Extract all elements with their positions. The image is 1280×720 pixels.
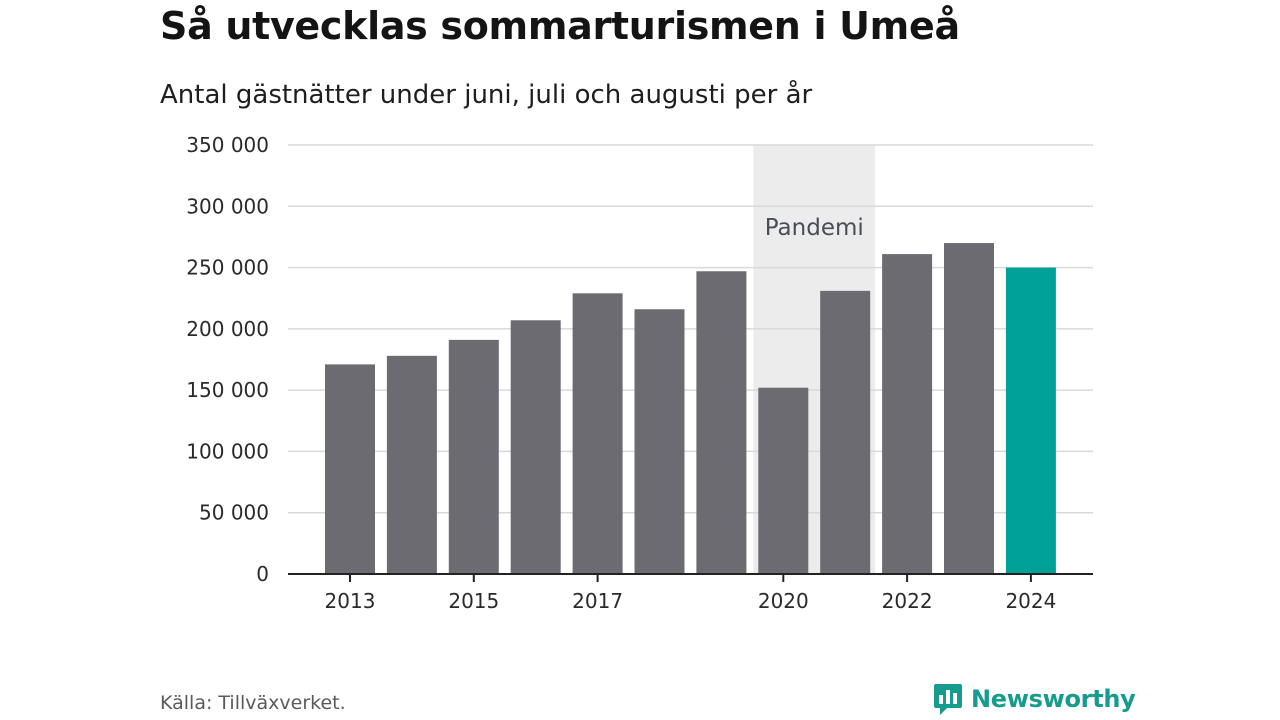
y-tick-label: 100 000: [186, 439, 269, 463]
y-tick-label: 200 000: [186, 317, 269, 341]
bar-2015: [448, 339, 499, 574]
y-tick-label: 250 000: [186, 256, 269, 280]
x-tick-label: 2020: [758, 589, 809, 613]
x-tick-label: 2022: [882, 589, 933, 613]
bar-2017: [572, 293, 623, 574]
x-tick-label: 2017: [572, 589, 623, 613]
newsworthy-logo-icon: [934, 684, 962, 715]
chart-title: Så utvecklas sommarturismen i Umeå: [160, 4, 960, 48]
tick-labels: 0 50 000 100 000 150 000 200 000 250 000 300 0…: [186, 133, 1056, 613]
bar-2018: [634, 309, 685, 574]
bar-2022: [882, 254, 933, 575]
brand-name: Newsworthy: [971, 685, 1136, 713]
bars: [325, 243, 1056, 575]
bar-2019: [696, 271, 747, 574]
axes: [288, 573, 1093, 582]
y-tick-label: 350 000: [186, 133, 269, 157]
bar-2013: [325, 364, 375, 574]
y-tick-label: 0: [256, 562, 269, 586]
bar-2021: [820, 290, 871, 574]
brand-logo-group: Newsworthy: [933, 682, 1136, 716]
x-tick-label: 2013: [325, 589, 376, 613]
y-tick-label: 300 000: [186, 194, 269, 218]
bar-2023: [944, 243, 994, 575]
pandemic-label: Pandemi: [765, 215, 864, 241]
bar-2024: [1005, 267, 1056, 574]
x-tick-label: 2015: [448, 589, 499, 613]
x-tick-label: 2024: [1005, 589, 1056, 613]
bar-2014: [386, 355, 437, 574]
bar-2020: [758, 387, 809, 574]
y-tick-label: 50 000: [199, 501, 269, 525]
source-note: Källa: Tillväxverket.: [160, 692, 346, 714]
bar-2016: [510, 320, 561, 574]
y-tick-label: 150 000: [186, 378, 269, 402]
chart-subtitle: Antal gästnätter under juni, juli och au…: [160, 80, 813, 110]
